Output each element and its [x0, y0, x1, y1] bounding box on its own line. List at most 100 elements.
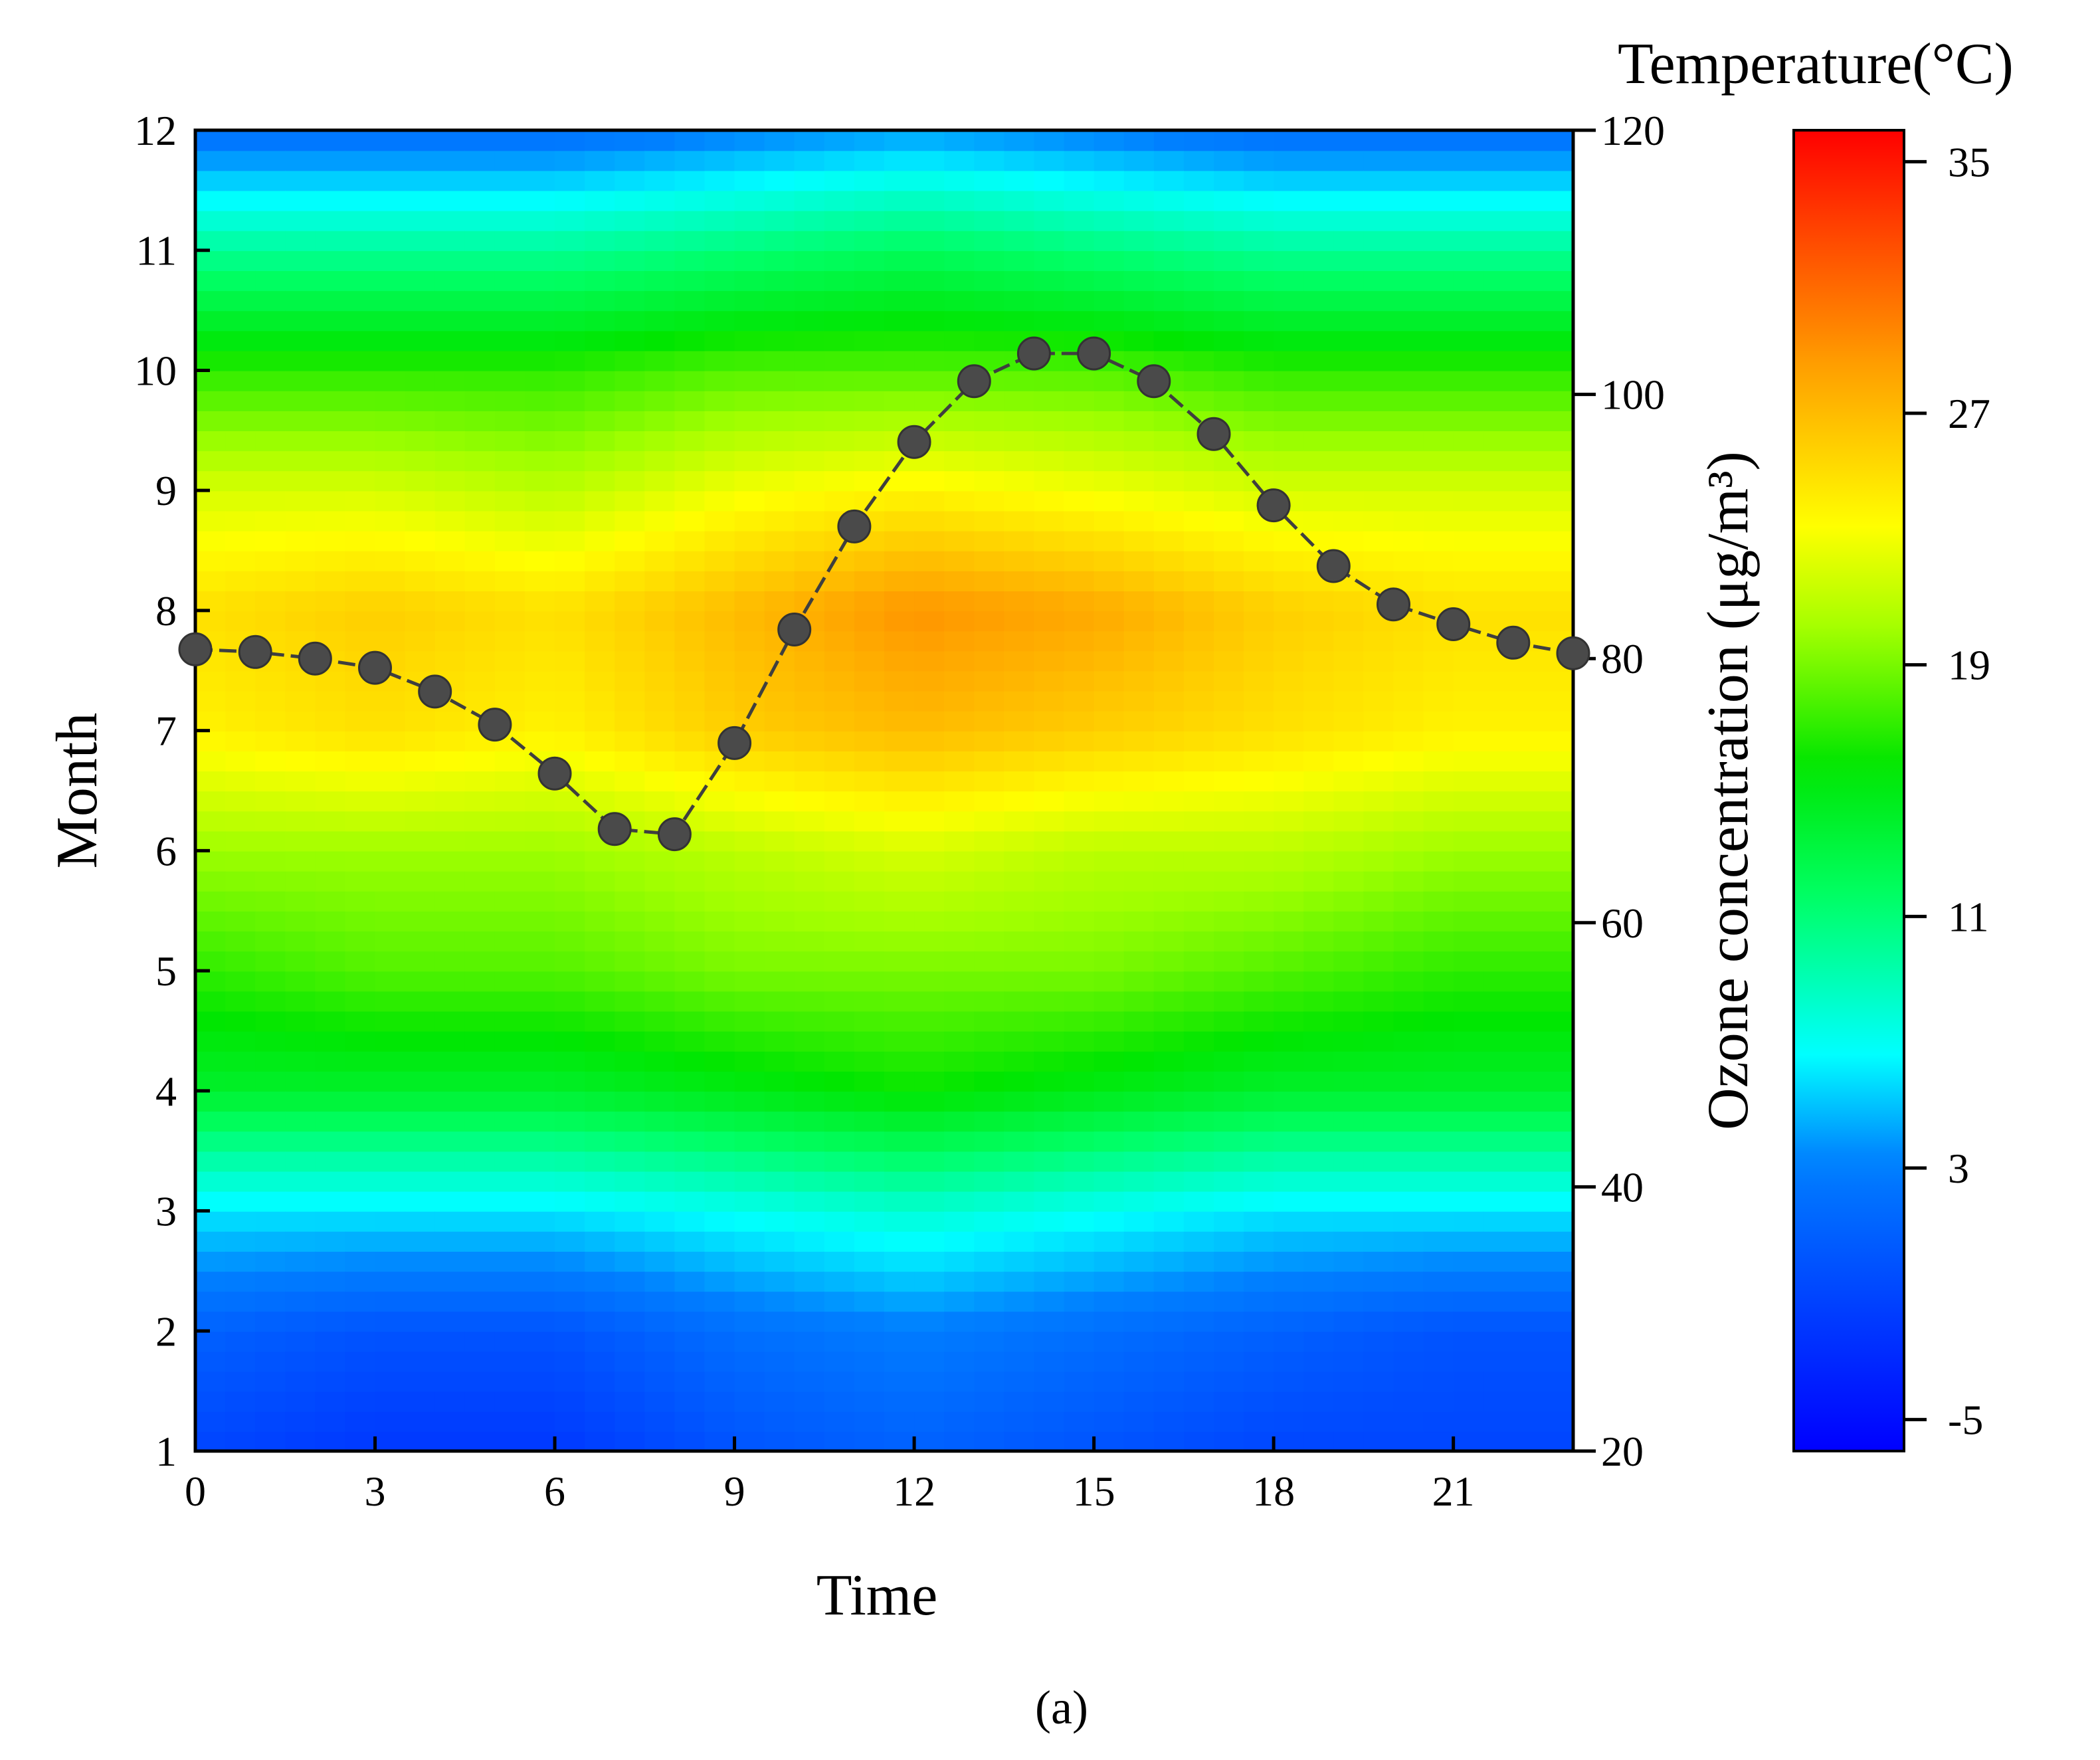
heatmap-cell	[704, 390, 735, 411]
heatmap-cell	[764, 890, 795, 912]
heatmap-cell	[585, 390, 616, 411]
heatmap-cell	[1363, 1311, 1394, 1332]
heatmap-cell	[494, 1411, 526, 1432]
heatmap-cell	[1333, 910, 1365, 931]
heatmap-cell	[944, 130, 975, 151]
heatmap-cell	[1034, 1090, 1065, 1112]
heatmap-cell	[615, 910, 646, 931]
heatmap-cell	[824, 1430, 856, 1451]
heatmap-cell	[1153, 570, 1185, 591]
heatmap-cell	[1513, 770, 1545, 792]
heatmap-cell	[974, 791, 1005, 812]
heatmap-cell	[1453, 1311, 1484, 1332]
heatmap-cell	[1244, 1291, 1275, 1312]
heatmap-cell	[1543, 1211, 1573, 1232]
heatmap-cell	[345, 1311, 376, 1332]
heatmap-cell	[1543, 870, 1573, 892]
x-tick-label: 15	[1073, 1468, 1115, 1515]
heatmap-cell	[345, 1211, 376, 1232]
heatmap-cell	[1363, 330, 1394, 351]
heatmap-cell	[1123, 631, 1155, 652]
heatmap-cell	[615, 1191, 646, 1212]
heatmap-cell	[1064, 1011, 1095, 1032]
heatmap-cell	[1513, 991, 1545, 1012]
heatmap-cell	[1333, 350, 1365, 371]
heatmap-cell	[1453, 770, 1484, 792]
heatmap-cell	[1513, 230, 1545, 251]
heatmap-cell	[1004, 290, 1035, 312]
heatmap-cell	[1214, 850, 1245, 872]
heatmap-cell	[914, 951, 945, 972]
heatmap-cell	[734, 510, 765, 532]
heatmap-cell	[854, 870, 886, 892]
heatmap-cell	[1094, 410, 1125, 431]
heatmap-cell	[255, 150, 286, 171]
heatmap-cell	[285, 791, 316, 812]
heatmap-cell	[734, 470, 765, 492]
heatmap-cell	[375, 1430, 406, 1451]
heatmap-cell	[255, 870, 286, 892]
heatmap-cell	[1064, 390, 1095, 411]
heatmap-cell	[405, 210, 436, 231]
heatmap-cell	[1423, 1211, 1454, 1232]
heatmap-cell	[405, 1070, 436, 1092]
heatmap-cell	[555, 650, 586, 672]
heatmap-cell	[1123, 430, 1155, 452]
heatmap-cell	[1183, 1090, 1215, 1112]
heatmap-cell	[644, 951, 676, 972]
heatmap-cell	[315, 1030, 346, 1052]
heatmap-cell	[434, 791, 466, 812]
heatmap-cell	[1153, 690, 1185, 712]
heatmap-cell	[734, 1291, 765, 1312]
heatmap-cell	[285, 710, 316, 732]
heatmap-cell	[225, 991, 256, 1012]
heatmap-cell	[1004, 670, 1035, 692]
heatmap-cell	[375, 1171, 406, 1192]
heatmap-cell	[704, 250, 735, 271]
heatmap-cell	[1034, 1411, 1065, 1432]
heatmap-cell	[1393, 170, 1424, 191]
heatmap-cell	[764, 230, 795, 251]
heatmap-cell	[704, 1030, 735, 1052]
heatmap-cell	[1094, 850, 1125, 872]
heatmap-cell	[1214, 1291, 1245, 1312]
heatmap-cell	[914, 1171, 945, 1192]
heatmap-cell	[1034, 730, 1065, 751]
heatmap-cell	[794, 1331, 825, 1352]
heatmap-cell	[1004, 650, 1035, 672]
heatmap-cell	[615, 650, 646, 672]
heatmap-cell	[1183, 510, 1215, 532]
heatmap-cell	[704, 1171, 735, 1192]
heatmap-cell	[914, 1090, 945, 1112]
heatmap-cell	[525, 490, 556, 512]
heatmap-cell	[824, 610, 856, 632]
heatmap-cell	[464, 490, 496, 512]
heatmap-cell	[764, 1050, 795, 1072]
heatmap-cell	[315, 690, 346, 712]
heatmap-cell	[1483, 1151, 1514, 1172]
heatmap-cell	[434, 811, 466, 832]
heatmap-cell	[315, 570, 346, 591]
heatmap-cell	[764, 951, 795, 972]
heatmap-cell	[1183, 1211, 1215, 1232]
heatmap-cell	[1513, 1191, 1545, 1212]
heatmap-cell	[315, 1011, 346, 1032]
heatmap-cell	[555, 1331, 586, 1352]
heatmap-cell	[1064, 170, 1095, 191]
heatmap-cell	[1094, 590, 1125, 612]
heatmap-cell	[525, 350, 556, 371]
heatmap-cell	[944, 230, 975, 251]
heatmap-cell	[734, 250, 765, 271]
heatmap-cell	[1064, 550, 1095, 571]
heatmap-cell	[1153, 1291, 1185, 1312]
heatmap-cell	[255, 991, 286, 1012]
heatmap-cell	[764, 1030, 795, 1052]
heatmap-cell	[1064, 1211, 1095, 1232]
heatmap-cell	[854, 490, 886, 512]
heatmap-cell	[974, 230, 1005, 251]
heatmap-cell	[1153, 470, 1185, 492]
heatmap-cell	[375, 1250, 406, 1272]
heatmap-cell	[1393, 1411, 1424, 1432]
heatmap-cell	[494, 670, 526, 692]
heatmap-cell	[674, 1191, 706, 1212]
